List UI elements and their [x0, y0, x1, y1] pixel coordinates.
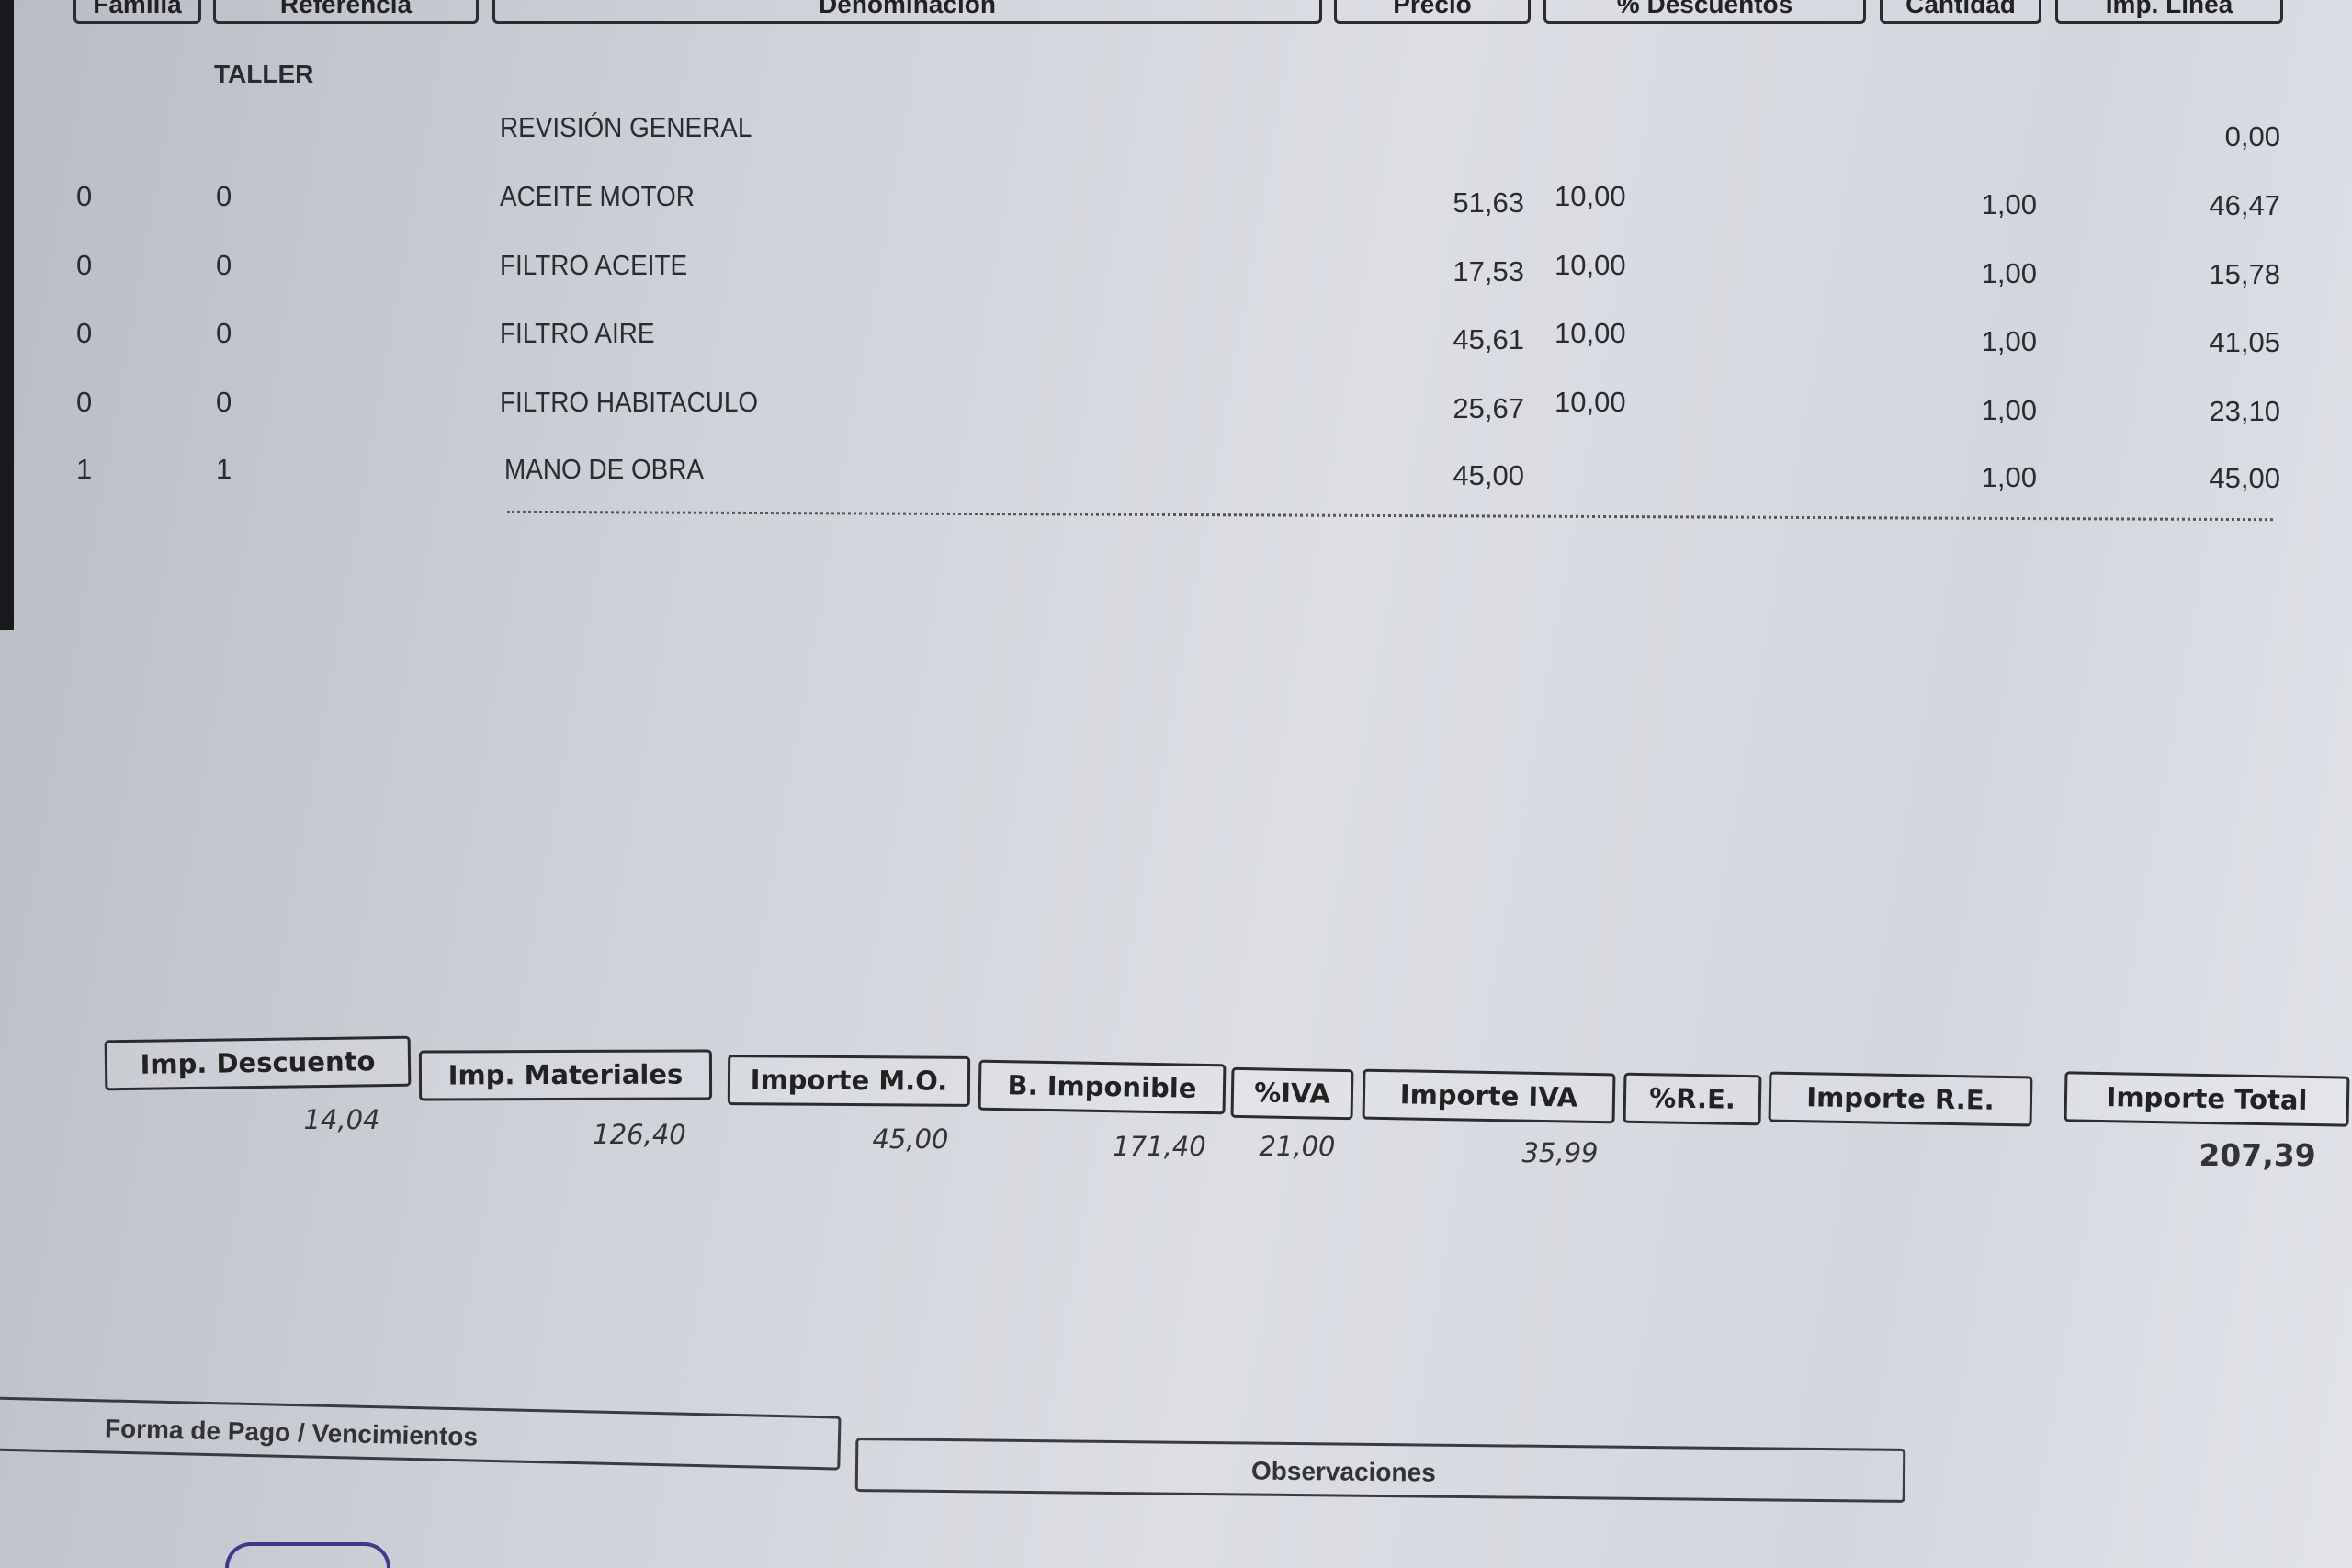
cell-importe: 45,00 — [2209, 462, 2280, 494]
cell-precio: 45,61 — [1453, 323, 1524, 355]
payment-label: Forma de Pago / Vencimientos — [104, 1414, 479, 1451]
cell-referencia: 1 — [216, 453, 232, 485]
cell-denominacion: FILTRO HABITACULO — [500, 386, 759, 418]
cell-familia: 0 — [76, 317, 93, 349]
total-label-box: Importe M.O. — [727, 1055, 971, 1107]
total-label-box: Importe R.E. — [1768, 1071, 2033, 1127]
cell-importe: 0,00 — [2224, 120, 2280, 152]
page-edge-shadow — [0, 0, 14, 630]
header-familia: Familia — [74, 0, 201, 24]
cell-referencia: 0 — [216, 180, 232, 212]
cell-cantidad: 1,00 — [1981, 394, 2037, 426]
cell-denominacion: FILTRO AIRE — [500, 317, 655, 349]
total-value: 207,39 — [2199, 1137, 2316, 1173]
cell-denominacion: FILTRO ACEITE — [500, 249, 688, 281]
total-label-box: Importe IVA — [1362, 1068, 1616, 1124]
cell-precio: 25,67 — [1453, 392, 1524, 424]
cell-cantidad: 1,00 — [1981, 257, 2037, 289]
cell-referencia: 0 — [216, 386, 232, 418]
header-referencia: Referencia — [213, 0, 479, 24]
dotted-separator — [507, 510, 2273, 522]
total-value: 45,00 — [872, 1123, 949, 1155]
total-label-box: Imp. Descuento — [104, 1035, 412, 1091]
cell-importe: 23,10 — [2209, 395, 2280, 427]
total-label-box: Importe Total — [2064, 1071, 2350, 1127]
observations-label: Observaciones — [1250, 1456, 1436, 1487]
header-cantidad: Cantidad — [1880, 0, 2041, 24]
cell-precio: 45,00 — [1453, 459, 1524, 491]
cell-descuento: 10,00 — [1555, 249, 1626, 281]
cell-importe: 46,47 — [2209, 189, 2280, 221]
cell-referencia: 0 — [216, 317, 232, 349]
payment-box: Forma de Pago / Vencimientos — [0, 1396, 842, 1471]
observations-box: Observaciones — [854, 1438, 1906, 1503]
total-value: 126,40 — [593, 1119, 686, 1150]
total-value: 171,40 — [1113, 1131, 1206, 1162]
total-value: 14,04 — [303, 1104, 380, 1135]
cell-precio: 51,63 — [1453, 186, 1524, 219]
total-label-box: %R.E. — [1623, 1072, 1762, 1126]
total-label-box: B. Imponible — [978, 1059, 1227, 1115]
cell-descuento: 10,00 — [1555, 317, 1626, 349]
cell-descuento: 10,00 — [1555, 386, 1626, 418]
total-label-box: %IVA — [1230, 1066, 1354, 1121]
total-value: 35,99 — [1521, 1137, 1599, 1168]
header-descuentos: % Descuentos — [1544, 0, 1866, 24]
cell-denominacion: REVISIÓN GENERAL — [500, 111, 752, 143]
cell-referencia: 0 — [216, 249, 232, 281]
cell-familia: 1 — [76, 453, 93, 485]
cell-familia: 0 — [76, 386, 93, 418]
stamp-mark — [225, 1542, 390, 1568]
header-precio: Precio — [1334, 0, 1531, 24]
cell-importe: 15,78 — [2209, 258, 2280, 290]
total-value: 21,00 — [1259, 1131, 1336, 1162]
cell-denominacion: MANO DE OBRA — [504, 453, 705, 485]
total-label-box: Imp. Materiales — [418, 1049, 713, 1101]
cell-precio: 17,53 — [1453, 255, 1524, 288]
cell-importe: 41,05 — [2209, 326, 2280, 358]
header-imp-linea: Imp. Línea — [2055, 0, 2283, 24]
section-label: TALLER — [214, 60, 314, 88]
cell-cantidad: 1,00 — [1981, 461, 2037, 493]
cell-denominacion: ACEITE MOTOR — [500, 180, 695, 212]
cell-descuento: 10,00 — [1555, 180, 1626, 212]
cell-cantidad: 1,00 — [1981, 188, 2037, 220]
cell-cantidad: 1,00 — [1981, 325, 2037, 357]
cell-familia: 0 — [76, 249, 93, 281]
header-denominacion: Denominación — [492, 0, 1322, 24]
cell-familia: 0 — [76, 180, 93, 212]
